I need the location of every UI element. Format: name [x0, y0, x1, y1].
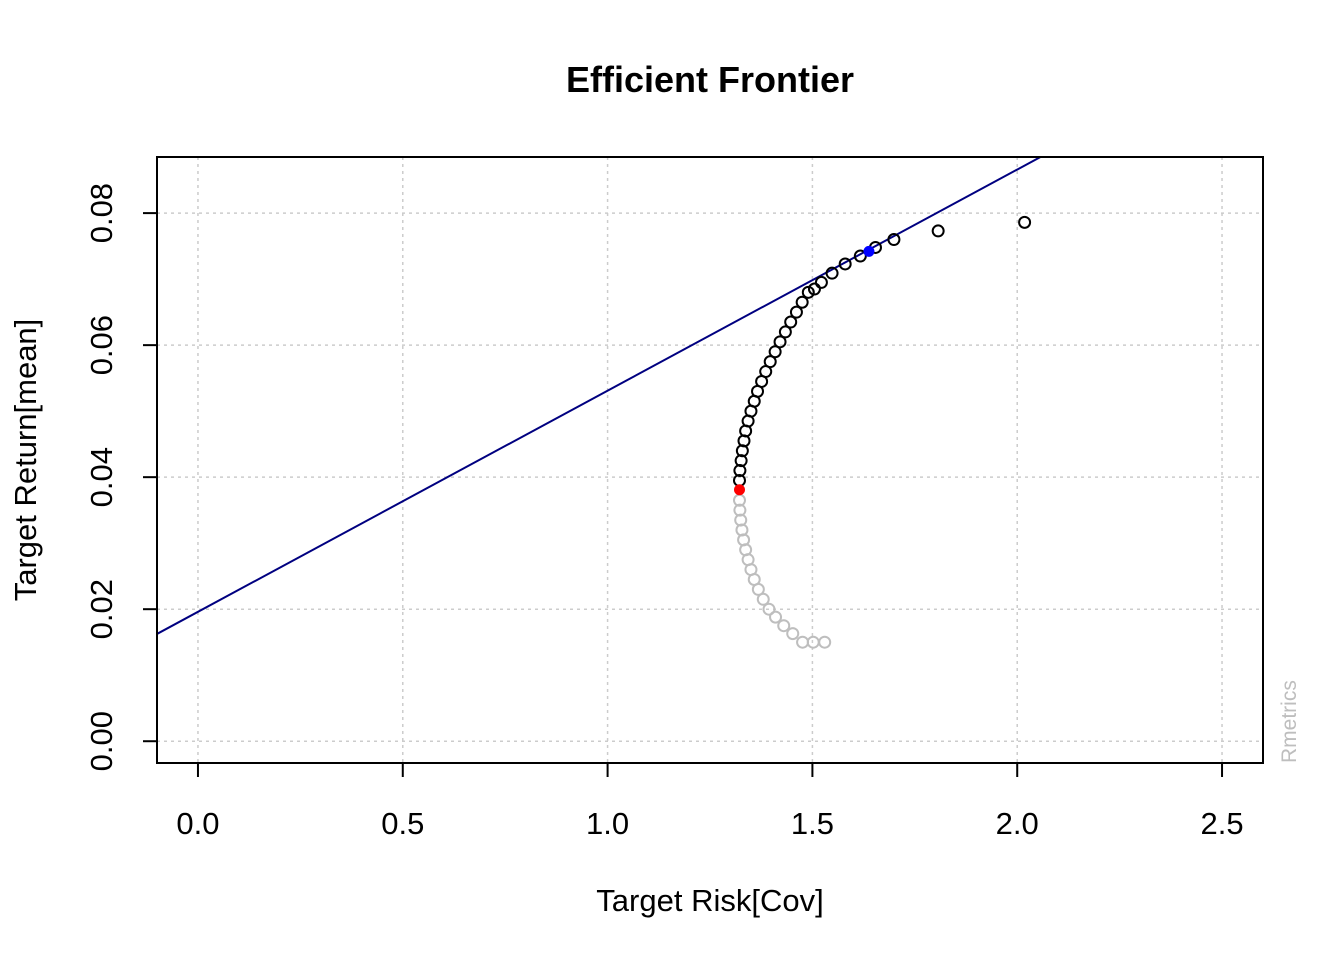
efficient-point-13: [768, 345, 782, 359]
y-tick-label-4: 0.08: [84, 183, 119, 243]
inefficient-point-14: [786, 627, 800, 641]
y-tick-label-3: 0.06: [84, 315, 119, 375]
inefficient-point-16: [806, 635, 820, 649]
efficient-point-14: [773, 335, 787, 349]
efficient-point-24: [853, 249, 867, 263]
y-axis-label: Target Return[mean]: [8, 319, 43, 602]
efficient-point-27: [931, 224, 945, 238]
tangency-line-layer: [157, 157, 1043, 635]
y-axis: 0.00 0.02 0.04 0.06 0.08: [84, 183, 157, 771]
efficient-point-20: [807, 282, 821, 296]
x-tick-label-3: 1.5: [791, 806, 834, 841]
inefficient-point-9: [751, 582, 765, 596]
min-variance-point-0: [733, 484, 745, 496]
x-axis: 0.0 0.5 1.0 1.5 2.0 2.5: [176, 763, 1244, 841]
inefficient-point-10: [756, 592, 770, 606]
efficient-point-19: [801, 285, 815, 299]
efficient-point-23: [838, 257, 852, 271]
x-tick-label-4: 2.0: [996, 806, 1039, 841]
efficient-point-26: [887, 233, 901, 247]
x-tick-label-2: 1.0: [586, 806, 629, 841]
y-tick-label-2: 0.04: [84, 447, 119, 507]
inefficient-point-12: [769, 610, 783, 624]
points-layer: [732, 215, 1032, 649]
inefficient-point-15: [796, 635, 810, 649]
efficient-point-21: [814, 275, 828, 289]
plot-frame: [156, 156, 1264, 764]
chart-title: Efficient Frontier: [566, 59, 854, 100]
inefficient-point-13: [777, 619, 791, 633]
efficient-point-12: [763, 355, 777, 369]
inefficient-point-11: [762, 602, 776, 616]
efficient-point-17: [789, 305, 803, 319]
y-tick-label-0: 0.00: [84, 711, 119, 771]
x-tick-label-0: 0.0: [176, 806, 219, 841]
x-tick-label-1: 0.5: [381, 806, 424, 841]
inefficient-point-17: [818, 635, 832, 649]
rmetrics-credit: Rmetrics: [1278, 680, 1301, 763]
tangency-point-0: [863, 245, 875, 257]
efficient-point-18: [795, 295, 809, 309]
x-tick-label-5: 2.5: [1200, 806, 1243, 841]
efficient-point-16: [784, 315, 798, 329]
y-tick-label-1: 0.02: [84, 579, 119, 639]
tangency-line: [157, 157, 1043, 635]
efficient-point-28: [1018, 215, 1032, 229]
efficient-point-15: [778, 325, 792, 339]
grid: [157, 157, 1263, 763]
x-axis-label: Target Risk[Cov]: [596, 883, 823, 918]
inefficient-point-1: [733, 503, 747, 517]
efficient-point-22: [825, 266, 839, 280]
